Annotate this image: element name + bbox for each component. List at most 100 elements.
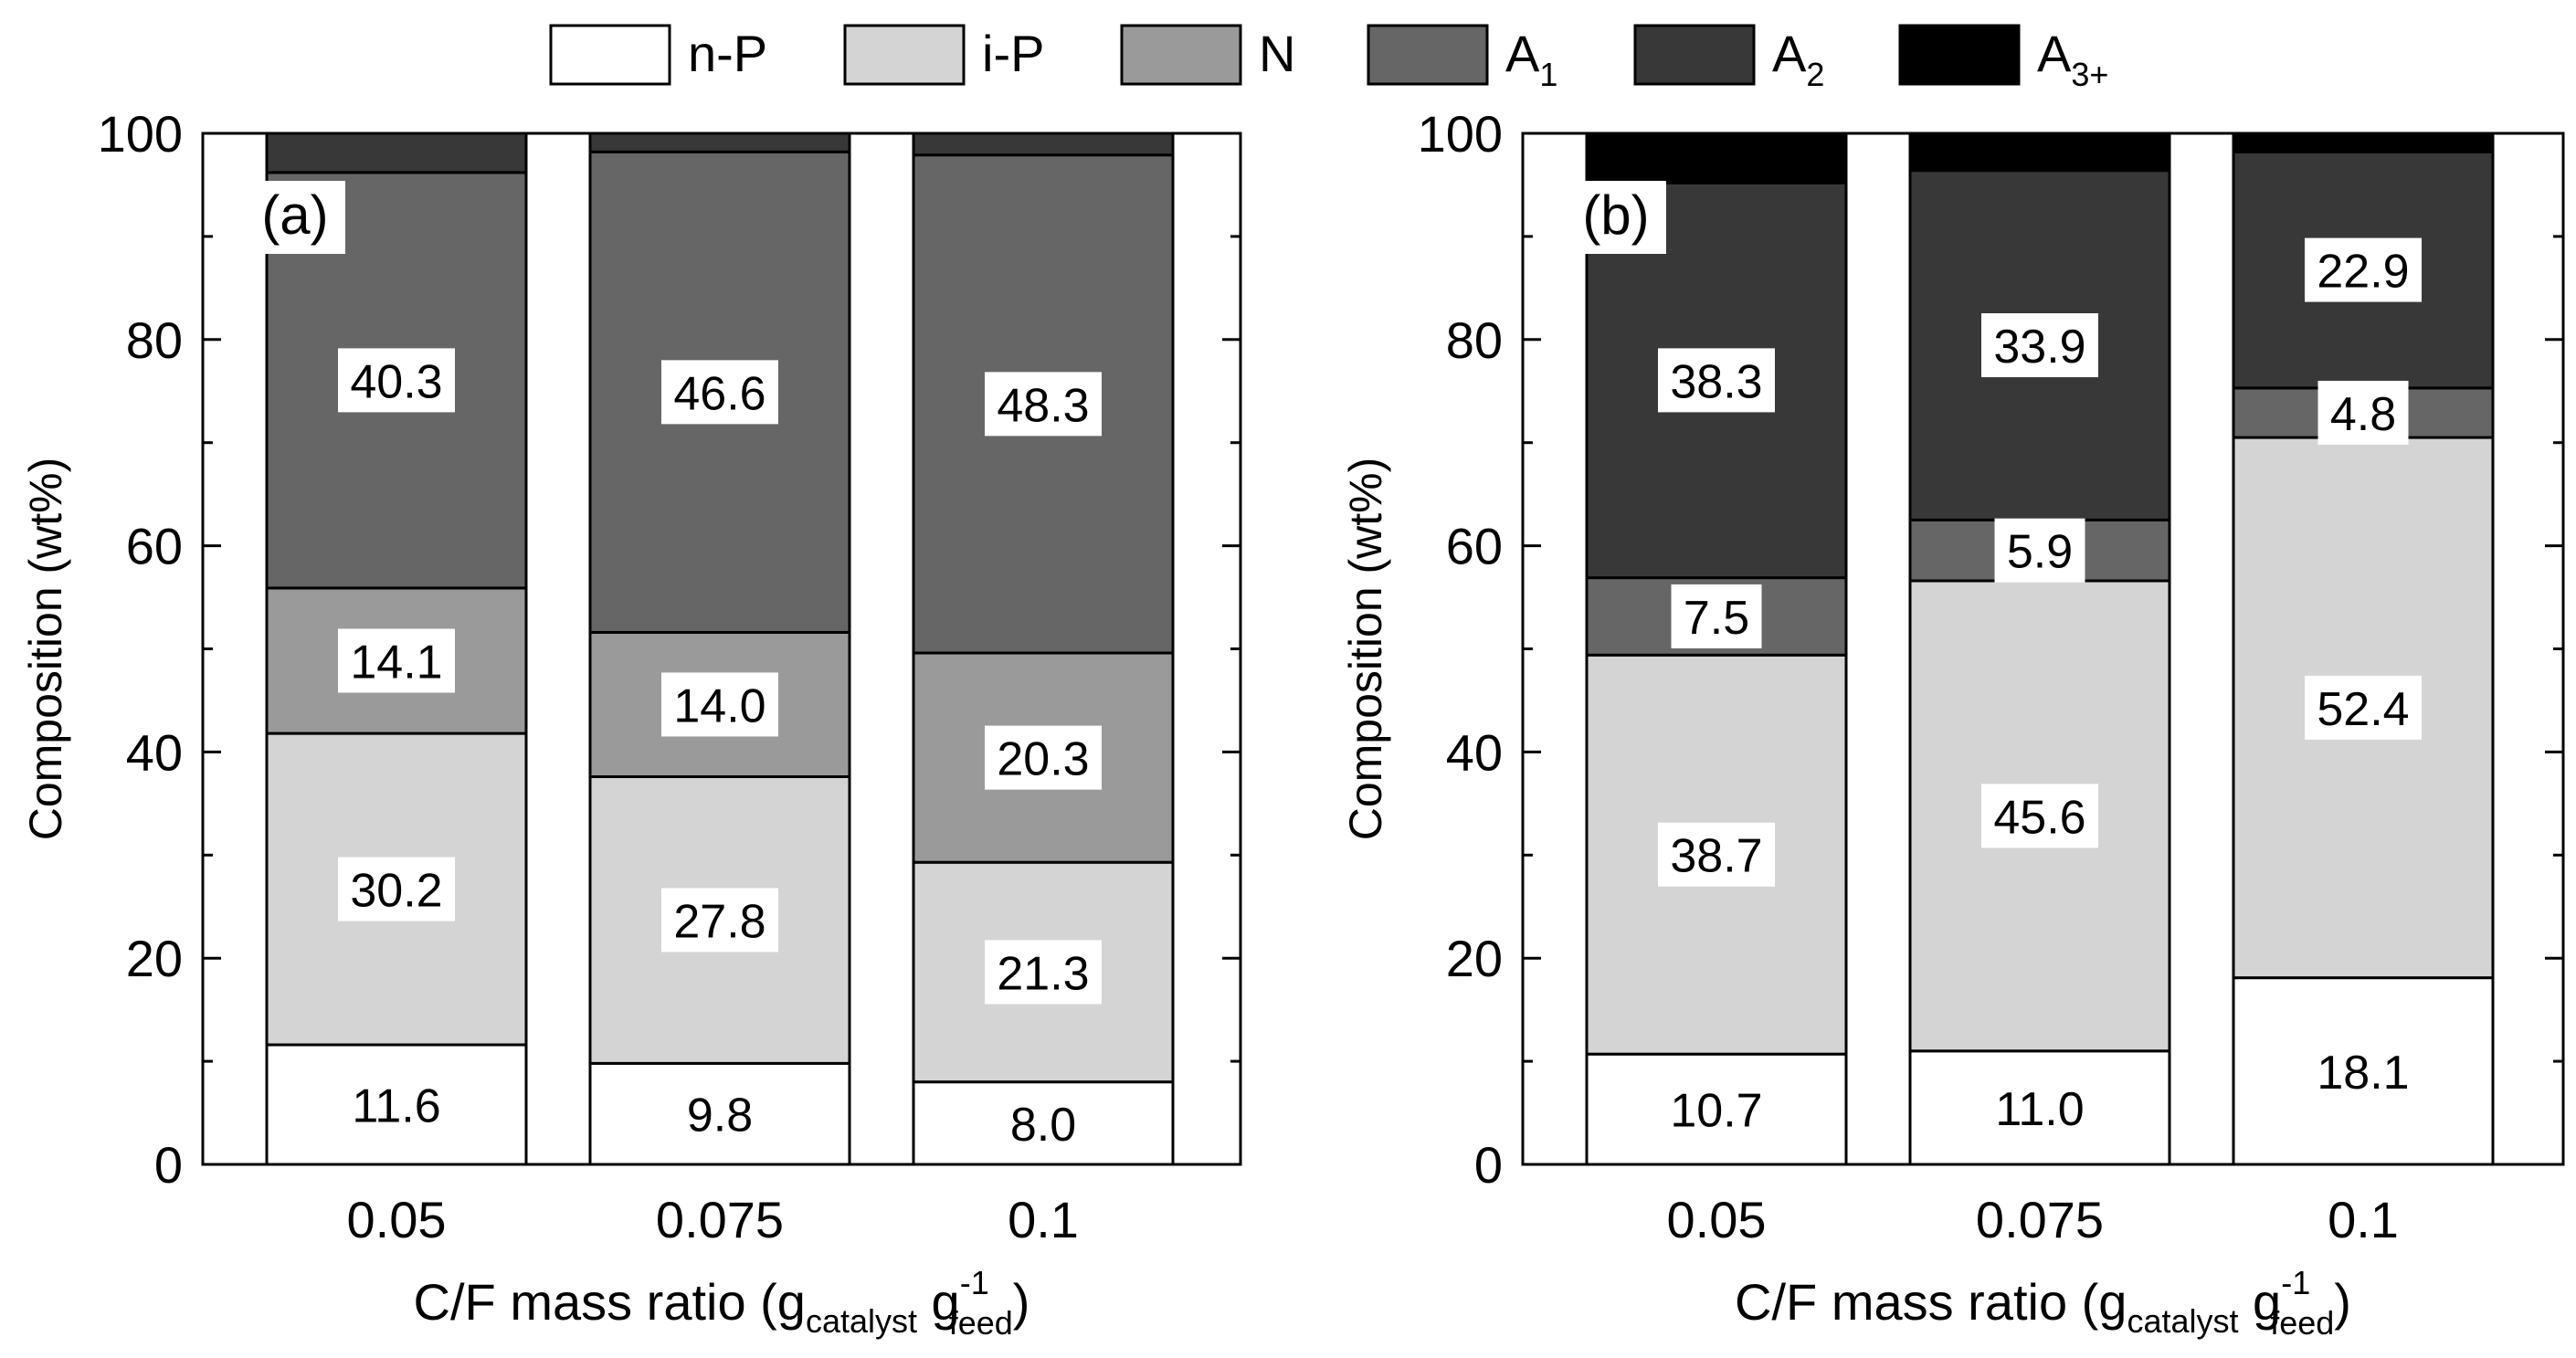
y-tick-label: 0 (1474, 1136, 1503, 1194)
bar-segment (265, 132, 528, 174)
data-label: 27.8 (673, 895, 765, 948)
x-axis-label: C/F mass ratio (gcatalyst g-1 feed) (414, 1264, 1030, 1342)
legend-item: A1 (1367, 24, 1557, 93)
legend-label: A2 (1772, 25, 1824, 93)
data-label-background (2317, 380, 2409, 445)
panel-label: (b) (1582, 184, 1649, 246)
legend-swatch (1898, 24, 2021, 86)
legend-item: A2 (1633, 24, 1824, 93)
y-tick-label: 40 (1446, 723, 1503, 781)
legend-swatch (549, 24, 671, 86)
data-label: 30.2 (350, 865, 442, 918)
data-label: 14.1 (350, 636, 442, 689)
y-tick-label: 20 (126, 930, 183, 987)
data-label: 40.3 (350, 355, 442, 408)
x-axis-label: C/F mass ratio (gcatalyst g-1 feed) (1735, 1264, 2351, 1342)
data-label: 38.7 (1670, 830, 1762, 883)
legend: n-P i-P N A1 A2 A3+ (549, 24, 2108, 93)
data-label: 10.7 (1670, 1085, 1762, 1138)
chart-panel: 10.7 11.0 18.1 38.7 45.6 52.4 7.5 5.9 4.8 38.3 33.… (1340, 105, 2565, 1342)
data-label-background (2305, 237, 2422, 302)
y-tick-label: 40 (126, 723, 183, 781)
data-label: 45.6 (1993, 791, 2085, 844)
y-tick-label: 80 (126, 311, 183, 369)
x-tick-label: 0.075 (656, 1191, 784, 1248)
data-label: 48.3 (997, 379, 1089, 432)
legend-label: N (1259, 25, 1295, 82)
legend-item: A3+ (1898, 24, 2108, 93)
data-label: 4.8 (2330, 388, 2396, 441)
y-tick-label: 80 (1446, 311, 1503, 369)
data-label-background (338, 348, 455, 413)
data-label: 18.1 (2317, 1047, 2409, 1100)
y-tick-label: 0 (154, 1136, 183, 1194)
panel-label-background (1566, 181, 1666, 254)
data-label-background (661, 888, 778, 953)
legend-label: A1 (1505, 25, 1557, 93)
y-tick-label: 20 (1446, 930, 1503, 987)
data-label: 21.3 (997, 947, 1089, 1000)
data-label-background (661, 672, 778, 737)
data-label: 38.3 (1670, 355, 1762, 408)
data-label: 20.3 (997, 733, 1089, 786)
y-axis-label: Composition (wt%) (20, 458, 71, 841)
legend-swatch (843, 24, 966, 86)
data-label-background (338, 628, 455, 693)
x-tick-label: 0.05 (1667, 1191, 1767, 1248)
bar-segment (2232, 132, 2495, 153)
chart-panel: 11.6 9.8 8.0 30.2 27.8 21.3 14.1 14.0 20.3 40.3 46… (20, 105, 1242, 1342)
bar-segment (588, 132, 851, 153)
data-label: 7.5 (1684, 592, 1749, 645)
panels: 11.6 9.8 8.0 30.2 27.8 21.3 14.1 14.0 20.3 40.3 46… (20, 105, 2565, 1342)
data-label: 5.9 (2007, 526, 2073, 579)
legend-item: N (1120, 24, 1295, 86)
y-tick-label: 60 (1446, 518, 1503, 575)
data-label: 11.6 (352, 1080, 440, 1133)
x-tick-label: 0.05 (347, 1191, 447, 1248)
data-label-background (1658, 348, 1775, 413)
legend-swatch (1367, 24, 1489, 86)
bar-segment (1585, 132, 1848, 184)
data-label-background (985, 372, 1102, 437)
x-tick-label: 0.1 (2328, 1191, 2399, 1248)
data-label-background (985, 725, 1102, 790)
data-label-background (674, 1081, 765, 1146)
data-label: 33.9 (1993, 321, 2085, 374)
data-label-background (338, 857, 455, 921)
data-label-background (2305, 675, 2422, 740)
data-label-background (1658, 822, 1775, 887)
x-tick-label: 0.1 (1008, 1191, 1079, 1248)
data-label-background (998, 1090, 1089, 1155)
data-label: 22.9 (2317, 246, 2409, 299)
panel-label-background (245, 181, 345, 254)
data-label: 52.4 (2317, 683, 2409, 736)
data-label-background (985, 940, 1102, 1005)
bar-segment (912, 132, 1175, 157)
data-label-background (661, 360, 778, 425)
data-label: 9.8 (687, 1090, 753, 1142)
data-label-background (1981, 313, 2098, 378)
legend-swatch (1120, 24, 1242, 86)
data-label: 11.0 (1995, 1083, 2084, 1136)
data-label-background (1994, 518, 2085, 583)
data-label-background (1981, 784, 2098, 848)
legend-item: i-P (843, 24, 1044, 86)
y-tick-label: 100 (98, 105, 183, 163)
data-label-background (2305, 1038, 2422, 1103)
data-label: 46.6 (673, 367, 765, 420)
legend-label: A3+ (2037, 25, 2108, 93)
legend-label: i-P (982, 25, 1044, 82)
data-label: 14.0 (673, 679, 765, 732)
data-label-background (338, 1072, 455, 1137)
y-tick-label: 60 (126, 518, 183, 575)
bar-segment (1908, 132, 2171, 173)
legend-swatch (1633, 24, 1756, 86)
data-label-background (1658, 1077, 1775, 1142)
data-label: 8.0 (1010, 1099, 1076, 1152)
legend-label: n-P (688, 25, 767, 82)
panel-label: (a) (261, 184, 328, 246)
y-tick-label: 100 (1418, 105, 1503, 163)
y-axis-label: Composition (wt%) (1340, 458, 1391, 841)
data-label-background (1981, 1075, 2098, 1140)
